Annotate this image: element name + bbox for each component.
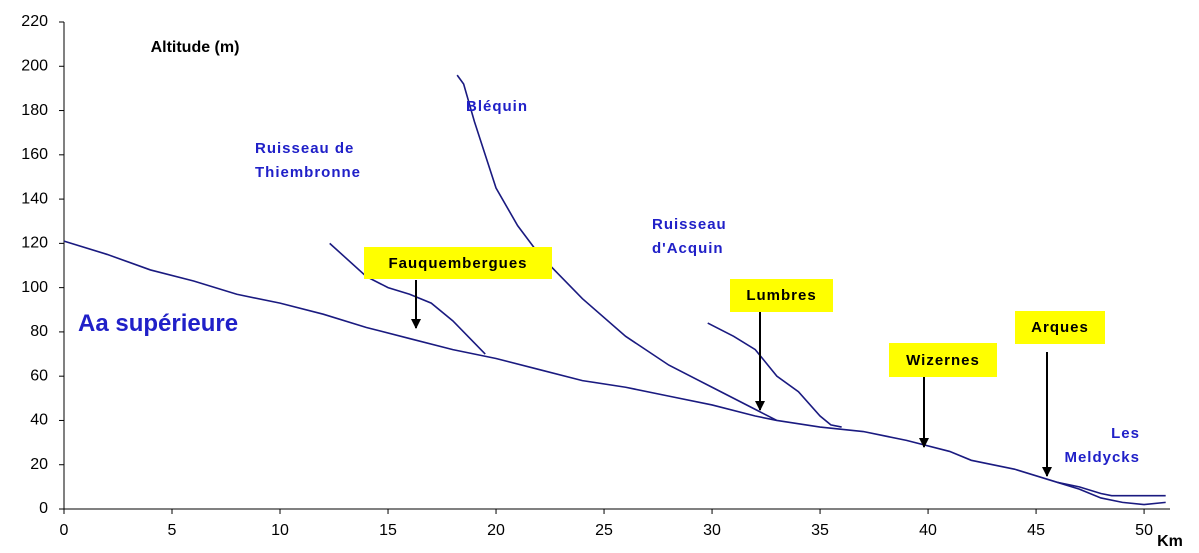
series-line (1057, 481, 1166, 497)
x-axis-label: Km (1157, 533, 1183, 550)
x-tick-label: 50 (1135, 522, 1153, 539)
x-tick-label: 30 (703, 522, 721, 539)
y-tick-label: 200 (21, 57, 48, 74)
series-line (707, 322, 842, 428)
x-tick-label: 20 (487, 522, 505, 539)
annotation: Arques (1015, 311, 1105, 344)
y-tick-label: 220 (21, 13, 48, 30)
x-tick-label: 40 (919, 522, 937, 539)
y-tick-label: 80 (30, 323, 48, 340)
x-tick-label: 10 (271, 522, 289, 539)
y-tick-label: 20 (30, 456, 48, 473)
y-axis-label: Altitude (m) (151, 39, 240, 56)
x-tick-label: 15 (379, 522, 397, 539)
series-label: Ruisseau d'Acquin (652, 216, 727, 257)
y-tick-label: 0 (39, 500, 48, 517)
x-tick-label: 25 (595, 522, 613, 539)
annotation: Fauquembergues (364, 247, 552, 279)
series-line (63, 240, 1166, 506)
y-tick-label: 140 (21, 190, 48, 207)
y-tick-label: 60 (30, 367, 48, 384)
annotation: Lumbres (730, 279, 833, 312)
y-tick-label: 120 (21, 235, 48, 252)
series-label: Les Meldycks (1064, 425, 1140, 466)
x-tick-label: 45 (1027, 522, 1045, 539)
y-tick-label: 180 (21, 102, 48, 119)
series-label: Aa supérieure (78, 310, 239, 337)
series-label: Ruisseau de Thiembronne (255, 140, 362, 181)
series-label: Bléquin (466, 98, 528, 115)
y-tick-label: 40 (30, 412, 48, 429)
y-tick-label: 160 (21, 146, 48, 163)
annotation: Wizernes (889, 343, 997, 377)
x-tick-label: 5 (168, 522, 177, 539)
x-tick-label: 0 (60, 522, 69, 539)
y-tick-label: 100 (21, 279, 48, 296)
x-tick-label: 35 (811, 522, 829, 539)
